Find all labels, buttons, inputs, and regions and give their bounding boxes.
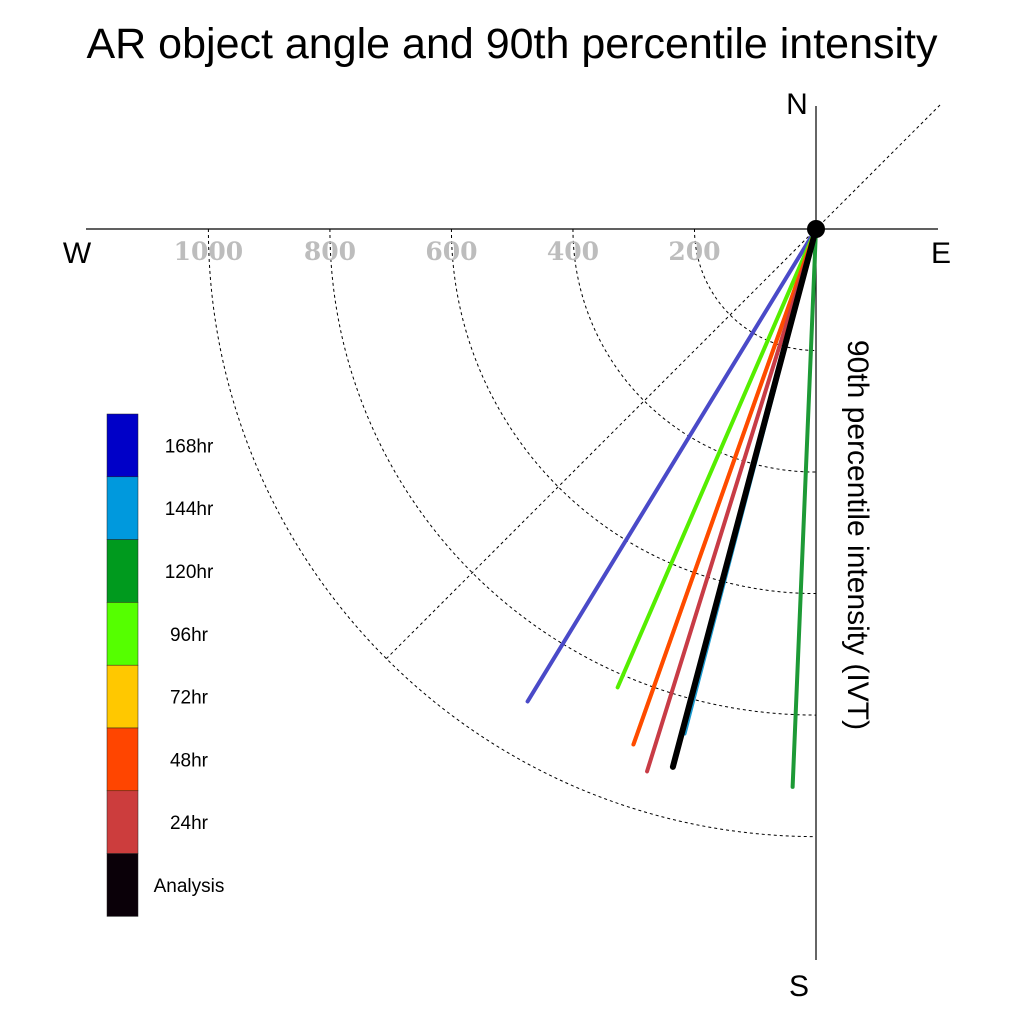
compass-south: S [789, 970, 809, 1003]
legend-swatch-24hr [106, 790, 139, 854]
series-line-analysis [669, 226, 819, 770]
compass-north: N [786, 88, 808, 121]
radial-tick-label: 600 [425, 237, 477, 266]
series-line-96hr [615, 227, 818, 690]
radial-tick-label: 400 [547, 237, 599, 266]
series-line-48hr [631, 227, 818, 747]
radial-tick-label: 1000 [174, 237, 244, 266]
legend-swatch-96hr [106, 602, 139, 666]
y-axis-label: 90th percentile intensity (IVT) [841, 340, 874, 730]
radial-tick-labels: 200 400 600 800 1000 [174, 237, 721, 266]
legend: 168hr 144hr 120hr 96hr 72hr 48hr 24hr Analysis [106, 413, 225, 917]
legend-swatch-48hr [106, 727, 139, 792]
grid-arc-600 [450, 228, 817, 595]
grid-arc-800 [329, 228, 817, 716]
legend-swatch-analysis [106, 853, 139, 917]
radial-tick-label: 800 [304, 237, 356, 266]
diagonal-guide [386, 104, 941, 659]
legend-swatch-144hr [106, 476, 139, 540]
origin-point [807, 220, 825, 238]
compass-west: W [63, 237, 92, 270]
series-line-168hr [525, 227, 818, 704]
legend-label-analysis: Analysis [154, 876, 225, 897]
grid-arc-200 [693, 228, 817, 352]
grid-arc-1000 [207, 228, 817, 838]
legend-label-144hr: 144hr [165, 499, 214, 520]
chart-title: AR object angle and 90th percentile inte… [87, 20, 938, 68]
legend-label-120hr: 120hr [165, 562, 214, 583]
legend-swatch-168hr [106, 413, 139, 478]
legend-swatch-72hr [106, 664, 139, 729]
grid-arc-400 [572, 228, 817, 473]
legend-label-48hr: 48hr [170, 750, 209, 771]
series-line-24hr [645, 227, 818, 774]
legend-label-72hr: 72hr [170, 688, 209, 709]
compass-east: E [931, 237, 951, 270]
grid [207, 104, 941, 838]
series-lines [525, 226, 819, 789]
legend-label-24hr: 24hr [170, 813, 209, 834]
legend-label-96hr: 96hr [170, 625, 209, 646]
legend-swatch-120hr [106, 539, 139, 603]
legend-label-168hr: 168hr [165, 436, 214, 457]
radial-tick-label: 200 [668, 237, 720, 266]
series-line-120hr [790, 227, 818, 789]
